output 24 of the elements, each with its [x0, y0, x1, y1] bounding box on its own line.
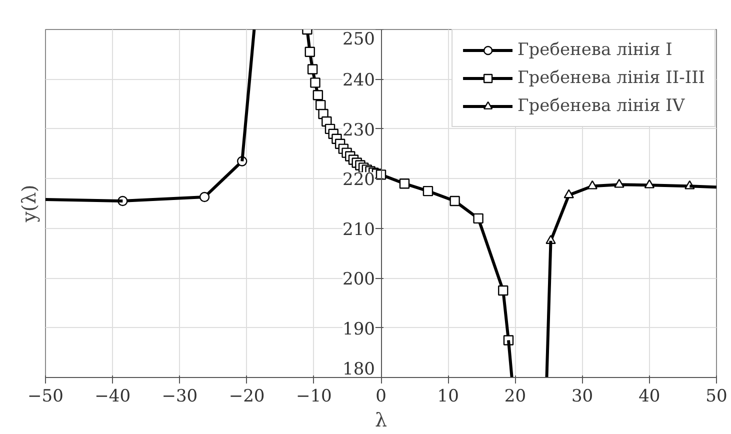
x-tick-label: −30 [162, 386, 198, 406]
x-tick-label: −50 [28, 386, 64, 406]
x-tick-label: 30 [571, 386, 594, 406]
x-tick-label: −20 [228, 386, 265, 406]
y-tick-label: 230 [342, 120, 376, 140]
x-tick-label: 40 [638, 386, 660, 406]
y-tick-label: 180 [342, 360, 376, 380]
legend-label: Гребенева лінія II-III [518, 68, 705, 88]
x-tick-label: 10 [437, 386, 459, 406]
x-axis-title: λ [374, 410, 388, 432]
y-tick-label: 200 [342, 270, 376, 290]
y-axis-title: y(λ) [18, 184, 40, 224]
y-tick-label: 240 [342, 70, 376, 91]
x-tick-label: −40 [94, 386, 131, 406]
y-tick-label: 250 [342, 30, 376, 50]
x-tick-label: 50 [706, 386, 728, 406]
y-tick-label: 210 [342, 220, 376, 240]
x-tick-label: −10 [296, 386, 332, 406]
x-tick-label: 0 [376, 386, 386, 406]
legend-label: Гребенева лінія IV [518, 96, 685, 116]
legend-label: Гребенева лінія I [518, 40, 672, 60]
x-tick-label: 20 [504, 386, 526, 406]
y-tick-label: 190 [342, 319, 376, 340]
y-tick-label: 220 [342, 170, 376, 190]
